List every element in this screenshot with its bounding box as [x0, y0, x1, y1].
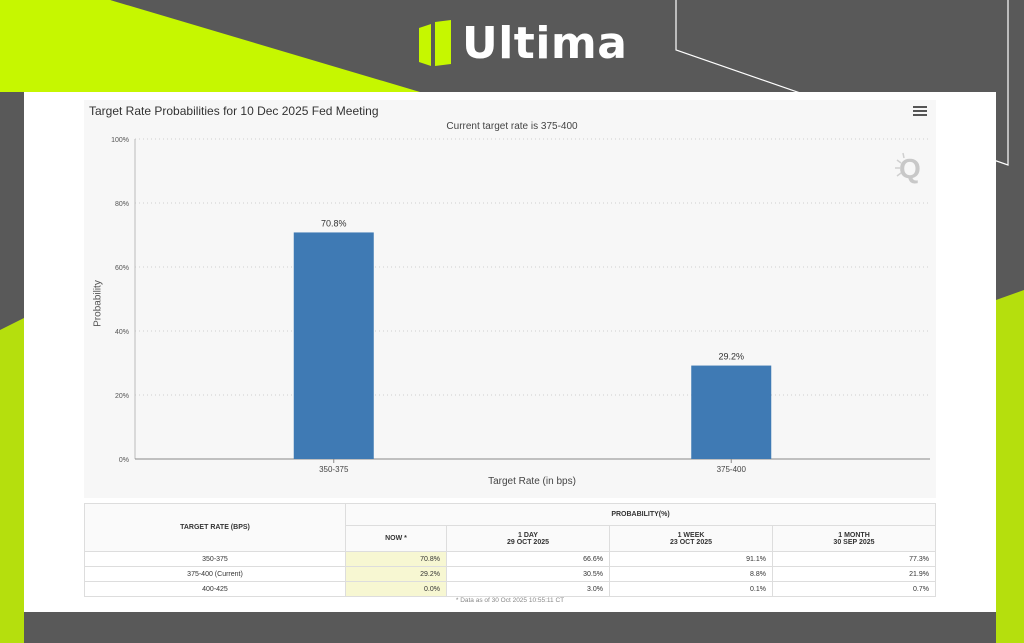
- bar-data-label: 29.2%: [718, 352, 744, 362]
- chart-subtitle: Current target rate is 375-400: [446, 121, 578, 132]
- table-row: 375-400 (Current) 29.2% 30.5% 8.8% 21.9%: [84, 566, 936, 582]
- col-target-rate: TARGET RATE (BPS): [84, 503, 346, 552]
- y-tick-label: 60%: [115, 265, 129, 272]
- col-1-day: 1 DAY 29 OCT 2025: [446, 525, 610, 552]
- bar: [691, 365, 772, 459]
- rate-cell: 350-375: [84, 551, 346, 567]
- y-tick-label: 0%: [119, 457, 129, 464]
- value-cell: 70.8%: [345, 551, 447, 567]
- ultima-logo-icon: [419, 20, 451, 66]
- value-cell: 3.0%: [446, 581, 610, 597]
- value-cell: 0.7%: [772, 581, 936, 597]
- value-cell: 91.1%: [609, 551, 773, 567]
- value-cell: 29.2%: [345, 566, 447, 582]
- col-1-week: 1 WEEK 23 OCT 2025: [609, 525, 773, 552]
- data-timestamp-note: * Data as of 30 Oct 2025 10:55:11 CT: [455, 597, 565, 604]
- bar-data-label: 70.8%: [321, 218, 347, 228]
- table-row: 400-425 0.0% 3.0% 0.1% 0.7%: [84, 581, 936, 597]
- x-axis-label: Target Rate (in bps): [488, 476, 576, 487]
- value-cell: 8.8%: [609, 566, 773, 582]
- quikstrike-logo-icon: Q: [895, 152, 921, 184]
- x-tick-label: 375-400: [717, 465, 747, 474]
- y-tick-label: 100%: [111, 137, 129, 144]
- value-cell: 66.6%: [446, 551, 610, 567]
- rate-cell: 400-425: [84, 581, 346, 597]
- rate-cell: 375-400 (Current): [84, 566, 346, 582]
- brand-header: Ultima: [0, 0, 1024, 92]
- col-1-month: 1 MONTH 30 SEP 2025: [772, 525, 936, 552]
- brand-name: Ultima: [462, 18, 628, 69]
- value-cell: 77.3%: [772, 551, 936, 567]
- bar: [293, 232, 374, 459]
- y-tick-label: 40%: [115, 329, 129, 336]
- probability-table: TARGET RATE (BPS) PROBABILITY(%) NOW * 1…: [84, 503, 936, 597]
- value-cell: 30.5%: [446, 566, 610, 582]
- y-tick-label: 20%: [115, 393, 129, 400]
- chart-menu-icon[interactable]: [913, 106, 927, 118]
- x-tick-label: 350-375: [319, 465, 349, 474]
- chart-panel: [84, 100, 936, 498]
- table-row: 350-375 70.8% 66.6% 91.1% 77.3%: [84, 551, 936, 567]
- chart-title: Target Rate Probabilities for 10 Dec 202…: [89, 104, 379, 118]
- col-now: NOW *: [345, 525, 447, 552]
- value-cell: 21.9%: [772, 566, 936, 582]
- y-tick-label: 80%: [115, 201, 129, 208]
- col-probability: PROBABILITY(%): [345, 503, 936, 526]
- value-cell: 0.1%: [609, 581, 773, 597]
- svg-text:Q: Q: [899, 153, 921, 184]
- value-cell: 0.0%: [345, 581, 447, 597]
